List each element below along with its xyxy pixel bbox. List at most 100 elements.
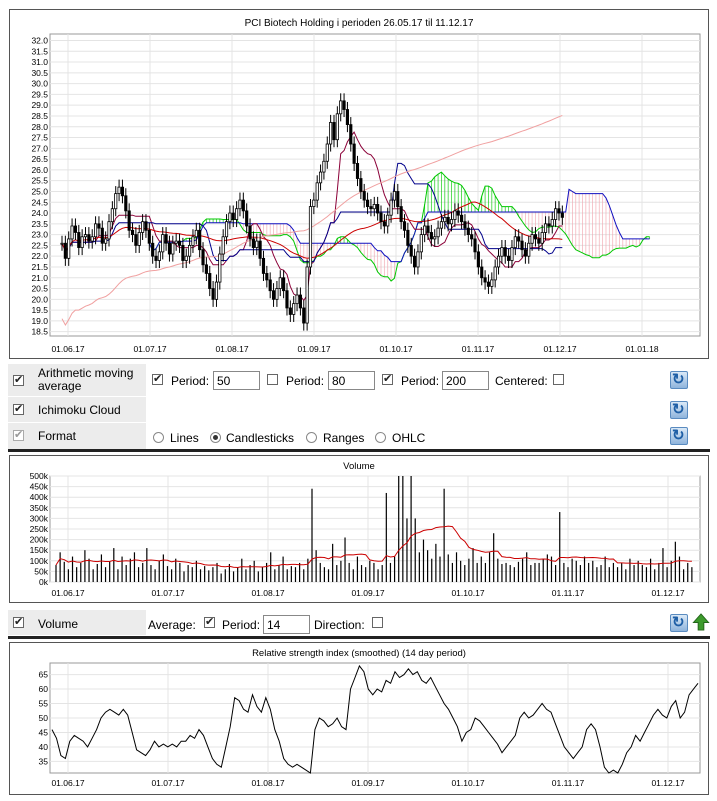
price-ytick-label: 20.5 (31, 284, 48, 294)
candle-body (537, 238, 541, 244)
ichimoku-refresh-button[interactable] (670, 400, 688, 419)
price-ytick-label: 24.5 (31, 197, 48, 207)
rsi-xtick-label: 01.10.17 (451, 778, 484, 788)
ma-period1-checkbox[interactable] (152, 372, 163, 385)
volume-refresh-button[interactable] (670, 613, 688, 632)
format-lines-radio[interactable] (153, 432, 164, 443)
candle-body (80, 236, 84, 248)
candle-body (177, 240, 182, 246)
ma-period1-input[interactable] (213, 371, 260, 390)
candle-body (221, 236, 225, 255)
candle-body (127, 210, 131, 231)
candle-body (117, 186, 121, 195)
format-ranges-radio[interactable] (306, 432, 317, 443)
price-xtick-label: 01.07.17 (133, 344, 166, 354)
rsi-xtick-label: 01.06.17 (51, 778, 84, 788)
rsi-ytick-label: 35 (39, 756, 49, 766)
volume-period-input[interactable] (263, 615, 310, 634)
candle-body (466, 227, 470, 236)
candle-body (473, 238, 477, 253)
ma-period2-checkbox[interactable] (267, 374, 278, 385)
ma-period2-label: Period: (286, 374, 325, 388)
format-ohlc-radio[interactable] (375, 432, 386, 443)
rsi-chart-panel: Relative strength index (smoothed) (14 d… (9, 642, 709, 795)
candle-body (345, 109, 349, 125)
price-ytick-label: 22.0 (31, 251, 48, 261)
candle-body (520, 240, 524, 251)
ma-period2-input[interactable] (328, 371, 375, 390)
volume-ytick-label: 400k (30, 492, 49, 502)
candle-body (372, 204, 376, 210)
volume-xtick-label: 01.10.17 (451, 588, 484, 598)
rsi-chart-title: Relative strength index (smoothed) (14 d… (252, 648, 466, 659)
candle-body (107, 221, 111, 240)
volume-xtick-label: 01.08.17 (251, 588, 284, 598)
price-ytick-label: 29.0 (31, 100, 48, 110)
up-arrow-icon[interactable] (692, 613, 710, 631)
ma-refresh-button[interactable] (670, 370, 688, 389)
price-ytick-label: 22.5 (31, 240, 48, 250)
price-xtick-label: 01.09.17 (297, 344, 330, 354)
candle-body (235, 208, 239, 220)
candle-body (322, 160, 326, 173)
format-refresh-button[interactable] (670, 426, 688, 445)
candle-body (527, 242, 531, 257)
volume-label-cell: Volume (8, 610, 146, 636)
candle-body (120, 186, 125, 197)
candle-body (312, 199, 316, 207)
candle-body (124, 195, 128, 212)
ma-row: Arithmetic moving average Period: Period… (8, 364, 710, 397)
candle-body (315, 182, 319, 201)
tenkan-sen-line (61, 131, 563, 302)
ichimoku-label: Ichimoku Cloud (38, 403, 121, 417)
price-ytick-label: 29.5 (31, 89, 48, 99)
volume-direction-checkbox[interactable] (372, 617, 383, 628)
ma-label-cell: Arithmetic moving average (8, 364, 146, 397)
price-ytick-label: 30.0 (31, 79, 48, 89)
volume-xtick-label: 01.11.17 (552, 588, 585, 598)
price-ytick-label: 23.0 (31, 230, 48, 240)
candle-body (201, 249, 205, 266)
ma-period3-input[interactable] (442, 371, 489, 390)
candle-body (104, 238, 108, 244)
price-ytick-label: 24.0 (31, 208, 48, 218)
price-ytick-label: 31.5 (31, 46, 48, 56)
candle-body (376, 204, 380, 214)
price-xtick-label: 01.10.17 (379, 344, 412, 354)
format-checkbox (13, 428, 24, 441)
candle-body (292, 303, 296, 315)
candle-body (144, 221, 148, 231)
candle-body (251, 238, 255, 248)
candle-body (389, 199, 393, 216)
candle-body (137, 232, 141, 246)
candle-body (463, 221, 467, 229)
candle-body (318, 171, 323, 184)
ma-period3-checkbox[interactable] (382, 372, 393, 385)
candle-body (480, 266, 484, 279)
candle-body (110, 208, 114, 223)
candle-body (429, 232, 433, 240)
candle-body (560, 212, 564, 218)
candle-body (258, 240, 262, 259)
volume-xtick-label: 01.06.17 (51, 588, 84, 598)
price-ytick-label: 28.0 (31, 122, 48, 132)
ichimoku-checkbox[interactable] (13, 402, 24, 415)
candle-body (157, 251, 161, 261)
ma-centered-checkbox[interactable] (553, 374, 564, 385)
ma-checkbox[interactable] (13, 373, 24, 386)
candle-body (94, 223, 98, 238)
volume-chart-title: Volume (343, 461, 375, 472)
volume-direction-label: Direction: (314, 618, 365, 632)
volume-row: Volume Average: Period: Direction: (8, 610, 710, 636)
candle-body (184, 255, 188, 261)
candle-body (90, 236, 94, 242)
volume-average-checkbox[interactable] (204, 615, 215, 628)
format-candlesticks-radio[interactable] (210, 432, 221, 443)
volume-xtick-label: 01.12.17 (651, 588, 684, 598)
candle-body (77, 232, 81, 248)
price-ytick-label: 26.0 (31, 165, 48, 175)
candle-body (352, 143, 356, 164)
candle-body (174, 240, 178, 244)
volume-xtick-label: 01.09.17 (351, 588, 384, 598)
volume-checkbox[interactable] (13, 615, 24, 628)
